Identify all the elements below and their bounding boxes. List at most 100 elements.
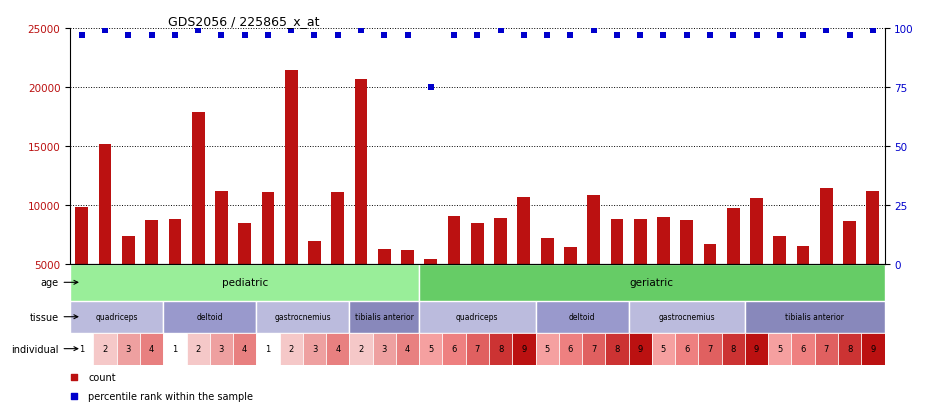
Point — [493, 28, 508, 35]
Bar — [745, 301, 885, 333]
Bar — [331, 192, 344, 323]
Bar — [117, 333, 140, 365]
Bar — [396, 333, 419, 365]
Point — [633, 33, 648, 39]
Bar — [419, 264, 885, 301]
Point — [307, 33, 322, 39]
Bar — [402, 250, 414, 323]
Bar — [792, 333, 814, 365]
Text: 7: 7 — [708, 344, 712, 353]
Bar — [215, 191, 227, 323]
Text: deltoid: deltoid — [569, 313, 595, 321]
Bar — [867, 191, 879, 323]
Point — [74, 33, 89, 39]
Text: 3: 3 — [219, 344, 224, 353]
Bar — [210, 333, 233, 365]
Point — [214, 33, 229, 39]
Point — [517, 33, 532, 39]
Point — [97, 28, 112, 35]
Text: 5: 5 — [661, 344, 666, 353]
Text: 3: 3 — [125, 344, 131, 353]
Text: 2: 2 — [358, 344, 364, 353]
Text: 8: 8 — [731, 344, 736, 353]
Bar — [280, 333, 303, 365]
Text: 7: 7 — [591, 344, 596, 353]
Bar — [651, 333, 675, 365]
Point — [703, 33, 718, 39]
Bar — [535, 301, 629, 333]
Text: 7: 7 — [824, 344, 829, 353]
Bar — [349, 301, 419, 333]
Text: 8: 8 — [498, 344, 504, 353]
Bar — [424, 259, 437, 323]
Point — [446, 33, 461, 39]
Bar — [820, 189, 833, 323]
Bar — [76, 208, 88, 323]
Point — [842, 33, 857, 39]
Bar — [256, 301, 349, 333]
Bar — [239, 223, 251, 323]
Text: 2: 2 — [196, 344, 201, 353]
Bar — [373, 333, 396, 365]
Bar — [629, 333, 651, 365]
Point — [609, 33, 624, 39]
Text: tibialis anterior: tibialis anterior — [355, 313, 414, 321]
Point — [191, 28, 206, 35]
Text: 6: 6 — [451, 344, 457, 353]
Bar — [814, 333, 838, 365]
Bar — [471, 223, 484, 323]
Bar — [70, 301, 163, 333]
Text: pediatric: pediatric — [222, 278, 268, 287]
Bar — [582, 333, 606, 365]
Bar — [378, 249, 390, 323]
Bar — [722, 333, 745, 365]
Text: age: age — [40, 278, 78, 287]
Text: 4: 4 — [405, 344, 410, 353]
Text: geriatric: geriatric — [630, 278, 674, 287]
Bar — [233, 333, 256, 365]
Point — [796, 33, 811, 39]
Point — [284, 28, 299, 35]
Point — [507, 271, 522, 278]
Bar — [349, 333, 373, 365]
Text: quadriceps: quadriceps — [456, 313, 499, 321]
Text: percentile rank within the sample: percentile rank within the sample — [88, 392, 253, 401]
Text: 1: 1 — [265, 344, 271, 353]
Bar — [629, 301, 745, 333]
Bar — [489, 333, 512, 365]
Bar — [122, 236, 135, 323]
Bar — [168, 220, 182, 323]
Bar — [745, 333, 768, 365]
Point — [260, 33, 275, 39]
Bar — [750, 198, 763, 323]
Bar — [634, 220, 647, 323]
Point — [725, 33, 740, 39]
Text: 5: 5 — [545, 344, 549, 353]
Bar — [186, 333, 210, 365]
Bar — [512, 333, 535, 365]
Text: 9: 9 — [753, 344, 759, 353]
Bar — [606, 333, 629, 365]
Bar — [308, 242, 321, 323]
Bar — [419, 301, 535, 333]
Text: 6: 6 — [684, 344, 690, 353]
Bar — [494, 218, 507, 323]
Text: tissue: tissue — [29, 312, 78, 322]
Bar — [680, 221, 694, 323]
Text: 8: 8 — [847, 344, 853, 353]
Bar — [192, 112, 205, 323]
Bar — [70, 333, 94, 365]
Point — [680, 33, 695, 39]
Point — [656, 33, 671, 39]
Bar — [535, 333, 559, 365]
Text: GDS2056 / 225865_x_at: GDS2056 / 225865_x_at — [168, 15, 319, 28]
Text: tibialis anterior: tibialis anterior — [785, 313, 844, 321]
Point — [866, 28, 881, 35]
Point — [144, 33, 159, 39]
Text: 1: 1 — [80, 344, 84, 353]
Point — [819, 28, 834, 35]
Text: 7: 7 — [475, 344, 480, 353]
Bar — [861, 333, 885, 365]
Text: 1: 1 — [172, 344, 178, 353]
Text: gastrocnemius: gastrocnemius — [658, 313, 715, 321]
